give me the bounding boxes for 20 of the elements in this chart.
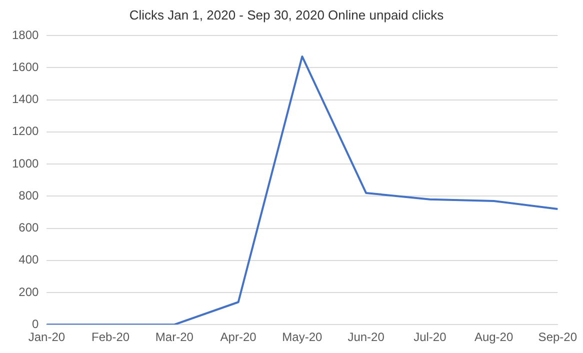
y-tick-label: 600 [18, 220, 40, 235]
y-tick-label: 1600 [12, 60, 40, 74]
y-tick-label: 0 [32, 316, 40, 331]
x-tick-label: Sep-20 [538, 330, 578, 344]
y-tick-label: 1000 [12, 156, 40, 170]
y-tick-label: 400 [18, 252, 40, 267]
x-tick-label: Aug-20 [474, 330, 514, 344]
x-tick-label: Apr-20 [220, 330, 257, 344]
chart-title: Clicks Jan 1, 2020 - Sep 30, 2020 Online unpaid clicks [129, 7, 444, 22]
y-tick-label: 1200 [12, 124, 40, 138]
x-tick-label: Jun-20 [348, 330, 385, 344]
y-tick-label: 800 [18, 188, 40, 202]
y-tick-label: 200 [18, 284, 40, 299]
x-tick-label: Jul-20 [414, 330, 447, 344]
x-tick-label: Jan-20 [28, 330, 66, 344]
y-tick-label: 1400 [12, 92, 40, 106]
x-tick-label: May-20 [282, 330, 323, 344]
y-tick-label: 1800 [12, 28, 40, 42]
x-tick-label: Mar-20 [155, 330, 194, 344]
x-tick-label: Feb-20 [92, 330, 130, 344]
